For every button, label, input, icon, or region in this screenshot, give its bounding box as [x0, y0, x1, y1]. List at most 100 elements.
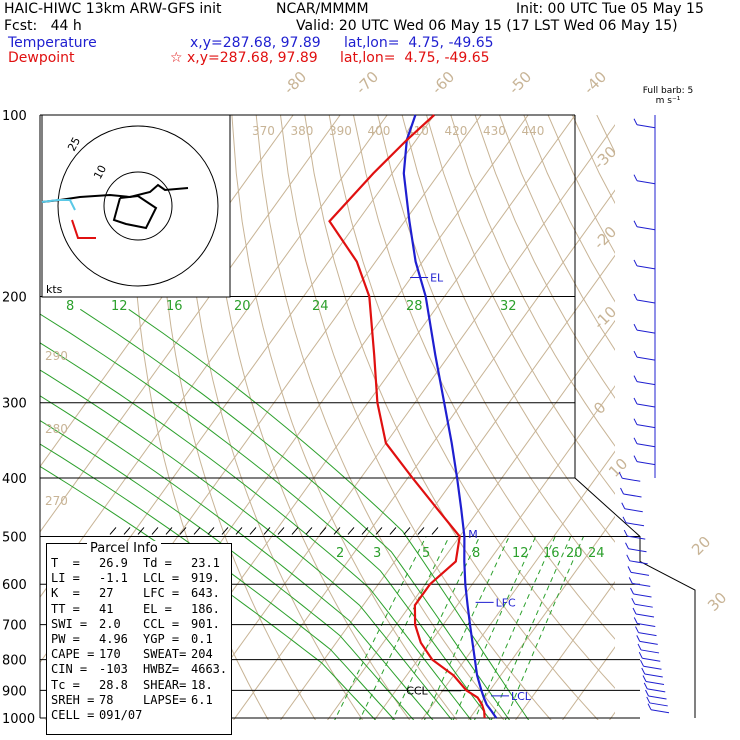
- parcel-cell: PW =: [51, 632, 80, 646]
- moist-adiabat: [80, 308, 511, 720]
- dewpoint-legend: Dewpoint: [8, 50, 75, 66]
- theta-side-label: 270: [45, 494, 68, 508]
- parcel-cell: 170: [99, 647, 121, 662]
- isotherm-line: [185, 124, 615, 720]
- freezing-tick: [235, 527, 243, 535]
- wind-barb: [636, 180, 656, 185]
- isotherm-label: -30: [590, 143, 620, 173]
- wind-barb-feather: [632, 607, 637, 615]
- freezing-tick: [277, 527, 285, 535]
- mixing-ratio-label: 16: [543, 546, 560, 561]
- wind-barb: [636, 356, 656, 361]
- parcel-cell: 23.1: [191, 556, 220, 570]
- parcel-cell: 18.: [191, 677, 213, 692]
- parcel-cell: 41: [99, 601, 114, 616]
- wind-barb: [632, 582, 651, 587]
- dewpoint-xy: ☆ x,y=287.68, 97.89: [170, 50, 318, 66]
- wind-barb-feather: [618, 472, 623, 479]
- wind-barb-feather: [633, 350, 638, 358]
- parcel-cell: K =: [51, 586, 80, 601]
- wind-barb: [633, 593, 652, 598]
- wind-barb: [636, 403, 656, 408]
- profiles: [328, 114, 498, 719]
- center-label: NCAR/MMMM: [276, 1, 369, 17]
- temperature-xy: x,y=287.68, 97.89: [190, 35, 321, 51]
- isotherm-label: -10: [590, 303, 620, 333]
- pressure-label: 900: [2, 684, 27, 699]
- isotherm-label: -40: [580, 68, 610, 98]
- pressure-label: 300: [2, 397, 27, 412]
- wind-barb: [640, 649, 660, 654]
- wind-barb: [636, 226, 656, 231]
- parcel-info-title: Parcel Info: [87, 541, 161, 556]
- isotherm-line: [467, 515, 615, 720]
- hodograph-inset: 10 25 kts: [41, 114, 231, 298]
- isotherm-label: -70: [352, 68, 382, 98]
- freezing-tick: [347, 527, 355, 535]
- wind-barb-feather: [633, 259, 638, 267]
- moist-adiabat-label: 20: [234, 299, 251, 314]
- wind-barb: [636, 299, 656, 304]
- wind-barb-feather: [633, 617, 638, 624]
- dewpoint-profile: [328, 114, 486, 719]
- wind-barb: [634, 603, 653, 608]
- wind-barb: [636, 424, 656, 429]
- wind-barb: [636, 265, 656, 270]
- moist-adiabat: [40, 395, 434, 720]
- freezing-tick: [179, 527, 187, 535]
- dry-adiabat: [450, 115, 615, 447]
- freezing-tick: [249, 527, 257, 535]
- dry-adiabat: [231, 115, 458, 720]
- moist-adiabat: [40, 419, 415, 720]
- dry-adiabat: [571, 115, 615, 205]
- freezing-tick: [389, 527, 397, 535]
- freezing-tick: [193, 527, 201, 535]
- pressure-label: 800: [2, 654, 27, 669]
- dry-adiabat: [426, 115, 615, 495]
- wind-barb-feather: [646, 696, 651, 704]
- isotherm-label: -80: [280, 68, 310, 98]
- wind-barb-feather: [622, 516, 627, 524]
- pressure-label: 1000: [2, 712, 35, 727]
- parcel-cell: T =: [51, 556, 80, 570]
- hodograph-storm-path: [112, 194, 158, 230]
- freezing-tick: [207, 527, 215, 535]
- parcel-cell: 186.: [191, 601, 220, 616]
- marker-CCL: CCL: [406, 685, 428, 698]
- wind-barb-feather: [628, 577, 633, 584]
- parcel-cell: 27: [99, 586, 114, 601]
- wind-barb: [638, 632, 657, 637]
- wind-barbs: [618, 115, 670, 714]
- wind-barb: [636, 461, 656, 466]
- wind-barb: [627, 535, 646, 540]
- wind-barb: [635, 613, 655, 618]
- wind-barb-feather: [647, 703, 652, 710]
- dry-adiabat: [255, 115, 505, 720]
- isotherm-label: -50: [505, 68, 535, 98]
- freezing-tick: [403, 527, 411, 535]
- wind-barb-feather: [620, 487, 624, 495]
- freezing-tick: [305, 527, 313, 535]
- parcel-cell: 643.: [191, 586, 220, 601]
- mixing-ratio-label: 2: [336, 546, 344, 561]
- pressure-label: 200: [2, 291, 27, 306]
- parcel-cell: LI =: [51, 571, 80, 586]
- wind-barb-feather: [623, 529, 628, 537]
- isotherm-line: [561, 646, 615, 720]
- dry-adiabat: [499, 115, 615, 351]
- wind-barb: [648, 695, 667, 700]
- wind-barb-feather: [621, 502, 626, 510]
- wind-barb: [636, 329, 656, 334]
- parcel-cell: 4.96: [99, 632, 128, 646]
- temperature-profile: [402, 114, 498, 719]
- parcel-info-box: Parcel Info T = 26.9 Td = 23.1 LI = -1.1 LCL =…: [46, 541, 232, 735]
- dry-adiabat: [328, 115, 615, 689]
- wind-barb: [643, 665, 662, 670]
- marker-LCL: LCL: [511, 690, 532, 703]
- wind-barb-feather: [640, 659, 644, 667]
- wind-barb-feather: [638, 651, 643, 659]
- mixing-ratio-label: 8: [472, 546, 480, 561]
- wind-barb-feather: [633, 174, 638, 181]
- parcel-cell: HWBZ=: [143, 662, 180, 677]
- mixing-ratio-label: 20: [566, 546, 583, 561]
